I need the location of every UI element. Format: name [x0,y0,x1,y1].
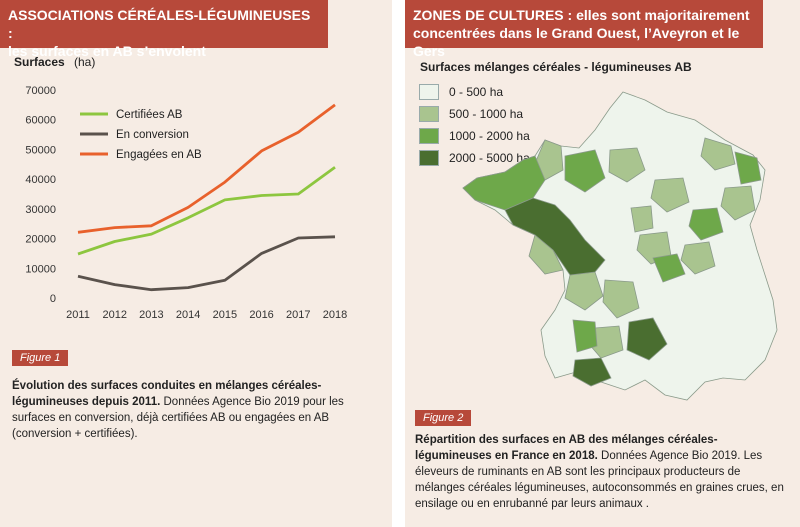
legend-label: 1000 - 2000 ha [449,129,530,143]
legend-label: 500 - 1000 ha [449,107,524,121]
figure-1-caption-bold: Évolution des surfaces conduites en méla… [12,380,322,408]
right-panel: ZONES DE CULTURES : elles sont majoritai… [405,0,800,527]
legend-swatch [419,84,439,100]
figure-2-caption-text: Données Agence Bio 2019. Les éleveurs de… [415,450,784,510]
legend-label: En conversion [116,129,189,141]
x-tick-label: 2018 [323,309,347,321]
x-tick-label: 2013 [139,309,163,321]
region-500-1000 [680,241,716,275]
y-tick-label: 70000 [25,85,56,97]
y-axis-unit: (ha) [74,55,95,69]
figure-2-caption-bold: Répartition des surfaces en AB des mélan… [415,434,718,462]
region-500-1000 [630,205,654,233]
legend-label: 2000 - 5000 ha [449,151,530,165]
x-tick-label: 2015 [213,309,237,321]
region-2000-5000 [572,357,612,387]
y-tick-label: 0 [50,293,56,305]
legend-item: 0 - 500 ha [419,82,530,102]
left-header: ASSOCIATIONS CÉRÉALES-LÉGUMINEUSES : les… [0,0,328,59]
map-legend: 0 - 500 ha 500 - 1000 ha 1000 - 2000 ha … [419,82,530,170]
series-line [77,235,336,292]
region-2000-5000 [626,317,668,361]
left-header-line1: ASSOCIATIONS CÉRÉALES-LÉGUMINEUSES : [8,7,311,41]
map-title: Surfaces mélanges céréales - légumineuse… [420,60,692,74]
right-header: ZONES DE CULTURES : elles sont majoritai… [405,0,763,59]
figure-1-caption: Évolution des surfaces conduites en méla… [12,378,377,442]
region-500-1000 [608,147,646,183]
france-map [462,91,778,401]
series-line [77,103,336,234]
legend-item: 2000 - 5000 ha [419,148,530,168]
france-outline [462,91,778,401]
region-1000-2000 [564,149,606,193]
x-tick-label: 2011 [66,309,90,321]
y-tick-label: 60000 [25,115,56,127]
right-header-line1: ZONES DE CULTURES : elles sont majoritai… [413,7,750,23]
legend-label: Certifiées AB [116,109,183,121]
figure-2-label: Figure 2 [415,410,472,426]
y-tick-label: 40000 [25,174,56,186]
region-1000-2000 [462,155,546,211]
x-tick-label: 2014 [176,309,200,321]
legend-item: 500 - 1000 ha [419,104,530,124]
region-500-1000 [720,185,756,221]
region-1000-2000 [652,253,686,283]
right-header-line2: concentrées dans le Grand Ouest, l’Aveyr… [413,25,740,59]
x-tick-label: 2017 [286,309,310,321]
x-tick-label: 2016 [249,309,273,321]
y-tick-label: 20000 [25,234,56,246]
region-2000-5000 [504,197,606,276]
x-tick-label: 2012 [102,309,126,321]
legend-label: Engagées en AB [116,149,202,161]
legend-swatch [419,106,439,122]
region-500-1000 [602,279,640,319]
region-1000-2000 [688,207,724,241]
region-500-1000 [700,137,736,171]
y-tick-label: 10000 [25,263,56,275]
legend-swatch [419,150,439,166]
left-header-line2: les surfaces en AB s’envolent [8,43,206,59]
left-panel: ASSOCIATIONS CÉRÉALES-LÉGUMINEUSES : les… [0,0,392,527]
figure-1-label: Figure 1 [12,350,69,366]
legend-swatch [419,128,439,144]
legend-item: 1000 - 2000 ha [419,126,530,146]
line-chart: Surfaces (ha) 0 10000 20000 30000 40000 50000 60… [14,55,347,321]
legend-label: 0 - 500 ha [449,85,504,99]
region-1000-2000 [572,319,598,353]
y-tick-label: 50000 [25,144,56,156]
y-tick-label: 30000 [25,204,56,216]
region-1000-2000 [734,151,762,185]
series-line [77,166,336,256]
figure-2-caption: Répartition des surfaces en AB des mélan… [415,432,785,512]
y-axis-title: Surfaces [14,55,65,69]
region-500-1000 [650,177,690,213]
figure-1-caption-text: Données Agence Bio 2019 pour les surface… [12,396,344,440]
